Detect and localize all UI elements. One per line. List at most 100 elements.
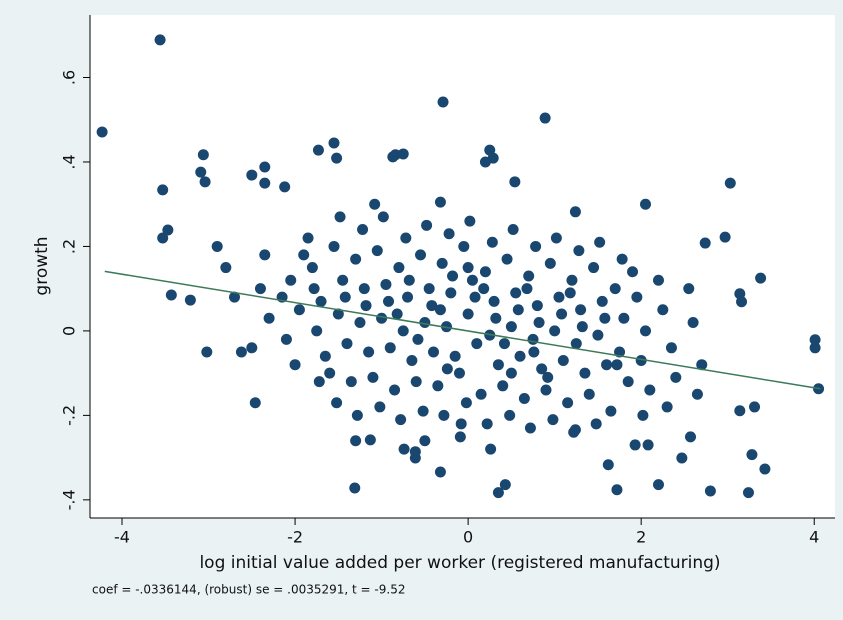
point (229, 291, 241, 303)
point (96, 126, 108, 138)
x-axis-label: log initial value added per worker (regi… (199, 553, 720, 573)
point (568, 426, 580, 438)
point (478, 283, 490, 295)
point (514, 350, 526, 362)
point (403, 274, 415, 286)
point (497, 380, 509, 392)
point (438, 409, 450, 421)
point (334, 211, 346, 223)
point (220, 262, 232, 274)
x-tick-label: 0 (463, 528, 473, 547)
point (724, 177, 736, 189)
point (460, 397, 472, 409)
point (462, 262, 474, 274)
point (421, 219, 433, 231)
point (588, 262, 600, 274)
point (536, 363, 548, 375)
point (616, 253, 628, 265)
point (657, 304, 669, 316)
x-tick-label: -2 (287, 528, 303, 547)
point (684, 431, 696, 443)
point (661, 401, 673, 413)
point (235, 346, 247, 358)
point (417, 405, 429, 417)
point (398, 443, 410, 455)
point (539, 112, 551, 124)
point (530, 240, 542, 252)
point (432, 380, 444, 392)
point (691, 388, 703, 400)
point (249, 397, 261, 409)
point (195, 166, 207, 178)
point (590, 418, 602, 430)
point (436, 257, 448, 269)
point (553, 291, 565, 303)
point (509, 176, 521, 188)
point (602, 459, 614, 471)
point (332, 308, 344, 320)
fit-line (104, 270, 821, 390)
point (384, 342, 396, 354)
point (564, 287, 576, 299)
point (406, 354, 418, 366)
point (246, 342, 258, 354)
point (742, 487, 754, 499)
point (512, 304, 524, 316)
point (487, 152, 499, 164)
point (376, 312, 388, 324)
point (627, 266, 639, 278)
point (696, 359, 708, 371)
point (313, 376, 325, 388)
point (324, 367, 336, 379)
point (618, 312, 630, 324)
point (447, 270, 459, 282)
point (569, 206, 581, 218)
point (349, 482, 361, 494)
point (533, 316, 545, 328)
point (455, 418, 467, 430)
point (490, 312, 502, 324)
point (341, 338, 353, 350)
point (462, 308, 474, 320)
point (443, 228, 455, 240)
point (337, 274, 349, 286)
point (389, 384, 401, 396)
point (328, 137, 340, 149)
point (475, 388, 487, 400)
point (611, 484, 623, 496)
point (437, 96, 449, 108)
point (184, 294, 196, 306)
point (419, 316, 431, 328)
point (357, 224, 369, 236)
point (547, 414, 559, 426)
point (383, 295, 395, 307)
point (499, 479, 511, 491)
point (426, 300, 438, 312)
point (445, 287, 457, 299)
plot-area (90, 15, 835, 518)
point (592, 329, 604, 341)
point (201, 346, 213, 358)
point (676, 452, 688, 464)
point (570, 338, 582, 350)
x-tick-label: 2 (636, 528, 646, 547)
point (573, 245, 585, 257)
point (629, 439, 641, 451)
point (279, 181, 291, 193)
point (374, 401, 386, 413)
point (719, 231, 731, 243)
point (528, 346, 540, 358)
point (441, 363, 453, 375)
point (350, 435, 362, 447)
point (542, 371, 554, 383)
point (308, 283, 320, 295)
point (306, 262, 318, 274)
point (387, 151, 399, 163)
point (360, 300, 372, 312)
point (157, 184, 169, 196)
point (605, 405, 617, 417)
point (415, 249, 427, 261)
point (524, 422, 536, 434)
note: coef = -.0336144, (robust) se = .0035291… (92, 583, 405, 597)
point (157, 232, 169, 244)
